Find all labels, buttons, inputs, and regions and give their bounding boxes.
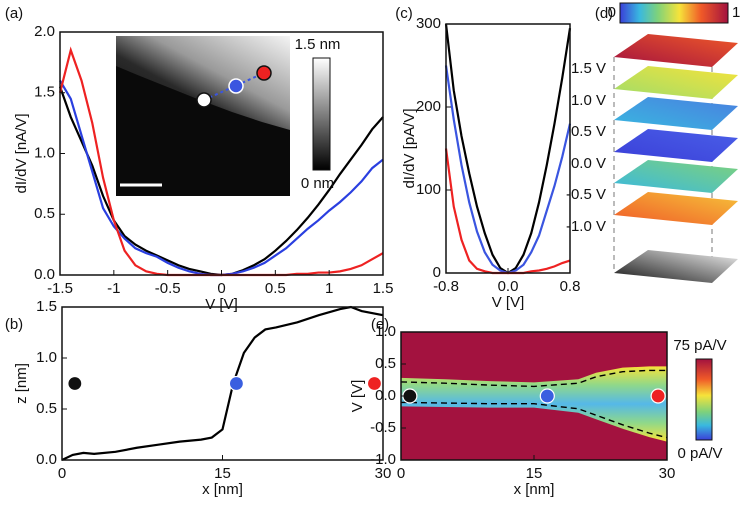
colorbar-label: 1.5 nm (295, 36, 341, 53)
data-line (444, 23, 572, 275)
marker (539, 388, 555, 404)
x-tick-label: 0.5 (265, 280, 286, 297)
y-tick-label: 0.0 (375, 387, 396, 404)
y-tick-label: 300 (416, 15, 441, 32)
colorbar-label: 0 pA/V (677, 445, 722, 462)
x-tick-label: -1 (107, 280, 120, 297)
x-tick-label: 0 (58, 465, 66, 482)
marker (650, 388, 666, 404)
x-axis-label: x [nm] (202, 481, 243, 498)
panel-label: (b) (5, 316, 23, 333)
y-tick-label: 200 (416, 98, 441, 115)
layer-label: 1.0 V (571, 92, 606, 109)
plot-frame (61, 306, 384, 461)
x-tick-label: 0 (217, 280, 225, 297)
x-tick-label: 0 (397, 465, 405, 482)
x-tick-label: 0.8 (560, 278, 581, 295)
colorbar-label: 75 pA/V (673, 337, 726, 354)
map-layer (614, 66, 738, 99)
marker (67, 375, 83, 392)
data-line (400, 369, 667, 388)
colorbar-label: 0 (608, 4, 616, 21)
y-tick-label: -1.0 (370, 451, 396, 468)
data-line (400, 401, 668, 439)
x-tick-label: 0.0 (498, 278, 519, 295)
y-tick-label: 0.0 (36, 451, 57, 468)
y-tick-label: 0.5 (36, 400, 57, 417)
x-axis-label: x [nm] (514, 481, 555, 498)
data-line (444, 148, 571, 275)
panel-label: (d) (595, 5, 613, 22)
map-layer (614, 160, 738, 193)
y-axis-label: z [nm] (13, 363, 30, 404)
data-line (61, 305, 384, 461)
map-layer (614, 250, 738, 283)
y-tick-label: 0.5 (375, 355, 396, 372)
topography-inset (116, 36, 290, 196)
map-layer (614, 192, 738, 225)
panel-label: (c) (395, 5, 413, 22)
marker (366, 375, 383, 392)
y-tick-label: 0.5 (34, 205, 55, 222)
colorbar-label: 0 nm (301, 175, 334, 192)
data-line (444, 65, 572, 275)
y-tick-label: -0.5 (370, 419, 396, 436)
y-axis-label: V [V] (349, 380, 366, 413)
y-tick-label: 1.5 (34, 84, 55, 101)
x-tick-label: 30 (375, 465, 392, 482)
map-layer (614, 34, 738, 67)
x-tick-label: -1.5 (47, 280, 73, 297)
x-tick-label: 15 (214, 465, 231, 482)
colorbar (312, 57, 331, 171)
map-layer (614, 97, 738, 130)
x-axis-label: V [V] (205, 296, 238, 313)
y-tick-label: 2.0 (34, 23, 55, 40)
x-tick-label: 30 (659, 465, 676, 482)
marker (228, 375, 245, 392)
y-tick-label: 100 (416, 181, 441, 198)
inset-marker (196, 92, 212, 108)
map-layer (614, 129, 738, 162)
inset-marker (228, 78, 244, 94)
panel-label: (e) (371, 316, 389, 333)
x-axis-label: V [V] (492, 294, 525, 311)
y-tick-label: 1.5 (36, 298, 57, 315)
layer-label: 1.5 V (571, 60, 606, 77)
colorbar-label: 1 (732, 4, 740, 21)
y-tick-label: 0 (433, 264, 441, 281)
inset-terrace (116, 36, 290, 130)
y-tick-label: 1.0 (34, 144, 55, 161)
y-tick-label: 0.0 (34, 266, 55, 283)
x-tick-label: 1.5 (373, 280, 394, 297)
x-tick-label: 15 (526, 465, 543, 482)
x-tick-label: -0.8 (433, 278, 459, 295)
y-axis-label: dI/dV [pA/V] (401, 108, 418, 188)
layer-label: 0.0 V (571, 155, 606, 172)
colorbar (695, 358, 713, 441)
y-tick-label: 1.0 (36, 349, 57, 366)
y-axis-label: dI/dV [nA/V] (13, 113, 30, 193)
layer-label: -0.5 V (566, 186, 606, 203)
colorbar (619, 2, 729, 24)
y-tick-label: 1.0 (375, 323, 396, 340)
layer-label: 0.5 V (571, 123, 606, 140)
layer-label: -1.0 V (566, 218, 606, 235)
panel-label: (a) (5, 5, 23, 22)
x-tick-label: -0.5 (155, 280, 181, 297)
inset-marker (256, 65, 272, 81)
x-tick-label: 1 (325, 280, 333, 297)
